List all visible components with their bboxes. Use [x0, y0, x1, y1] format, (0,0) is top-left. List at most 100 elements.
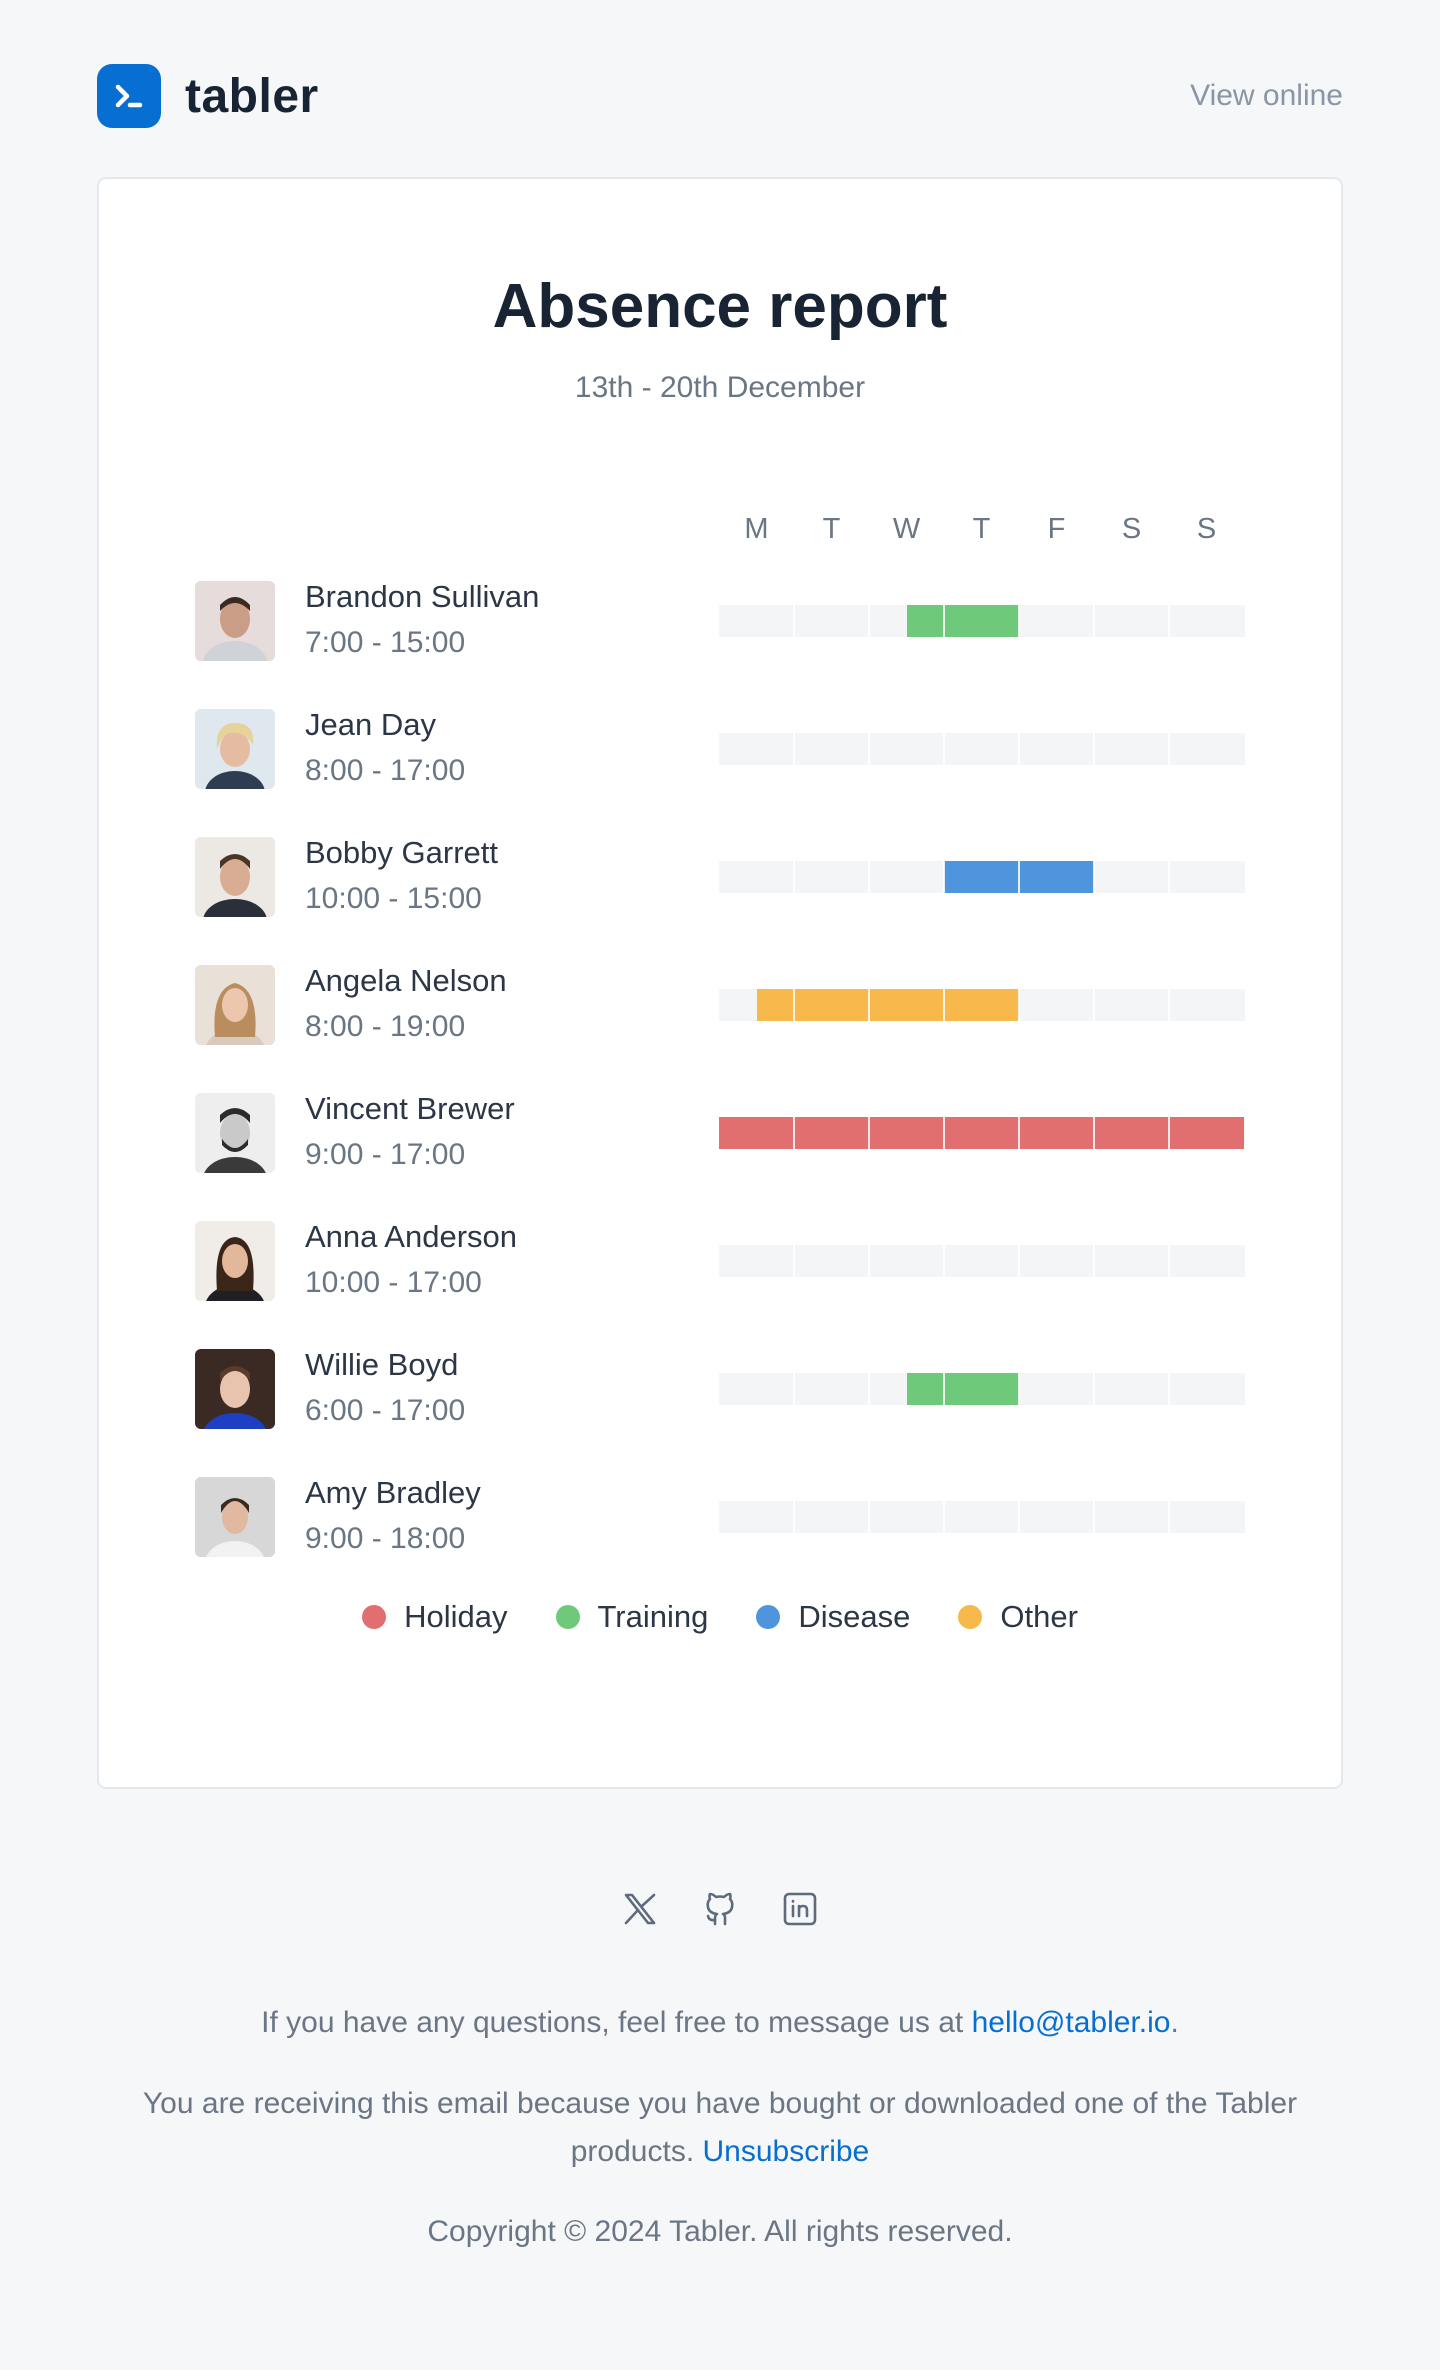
employee-row: Bobby Garrett 10:00 - 15:00: [195, 835, 1245, 963]
day-divider: [868, 989, 870, 1021]
copyright: Copyright © 2024 Tabler. All rights rese…: [427, 2215, 1013, 2248]
day-divider: [868, 1117, 870, 1149]
employee-row: Anna Anderson 10:00 - 17:00: [195, 1219, 1245, 1347]
receiving-notice: You are receiving this email because you…: [97, 2080, 1343, 2176]
github-icon[interactable]: [699, 1888, 741, 1930]
absence-bar: [719, 861, 1245, 893]
absence-bar: [719, 1245, 1245, 1277]
employee-hours: 7:00 - 15:00: [305, 626, 466, 659]
day-divider: [1093, 861, 1095, 893]
avatar: [195, 1349, 275, 1429]
absence-bar-track: [719, 1501, 1245, 1533]
receiving-text: You are receiving this email because you…: [142, 2087, 1298, 2168]
absence-segment-training: [907, 1373, 1019, 1405]
day-divider: [868, 1245, 870, 1277]
linkedin-icon[interactable]: [779, 1888, 821, 1930]
legend-dot: [362, 1605, 387, 1629]
employee-hours: 9:00 - 18:00: [305, 1522, 466, 1555]
day-divider: [1168, 1501, 1170, 1533]
avatar: [195, 709, 275, 789]
legend-dot: [555, 1605, 580, 1629]
day-divider: [1018, 605, 1020, 637]
employee-name: Willie Boyd: [305, 1347, 459, 1382]
employee-name: Amy Bradley: [305, 1475, 481, 1510]
day-divider: [868, 1373, 870, 1405]
report-date-range: 13th - 20th December: [574, 371, 866, 404]
avatar: [195, 1477, 275, 1557]
employee-name: Brandon Sullivan: [305, 579, 540, 614]
day-divider: [793, 733, 795, 765]
day-divider: [1168, 605, 1170, 637]
employee-row: Vincent Brewer 9:00 - 17:00: [195, 1091, 1245, 1219]
day-divider: [868, 733, 870, 765]
absence-report-card: Absence report 13th - 20th December M T …: [97, 177, 1343, 1789]
legend-item-disease: Disease: [756, 1599, 910, 1635]
absence-segment-other: [757, 989, 1019, 1021]
weekday-label: M: [744, 513, 769, 545]
report-title: Absence report: [492, 272, 948, 341]
avatar: [195, 837, 275, 917]
absence-segment-training: [907, 605, 1019, 637]
day-divider: [1168, 861, 1170, 893]
day-divider: [1018, 861, 1020, 893]
day-divider: [1168, 989, 1170, 1021]
legend-dot: [958, 1605, 983, 1629]
employee-name: Vincent Brewer: [305, 1091, 515, 1126]
tabler-logo-icon: [97, 64, 161, 128]
day-divider: [1093, 733, 1095, 765]
employee-row: Brandon Sullivan 7:00 - 15:00: [195, 579, 1245, 707]
unsubscribe-link[interactable]: Unsubscribe: [702, 2135, 870, 2168]
legend-dot: [756, 1605, 781, 1629]
day-divider: [1168, 1245, 1170, 1277]
weekday-label: F: [1047, 513, 1066, 545]
weekday-label: T: [972, 513, 991, 545]
view-online-link[interactable]: View online: [1190, 79, 1343, 112]
day-divider: [943, 733, 945, 765]
x-icon[interactable]: [619, 1888, 661, 1930]
day-divider: [943, 1373, 945, 1405]
day-divider: [1093, 989, 1095, 1021]
avatar: [195, 965, 275, 1045]
avatar: [195, 581, 275, 661]
day-divider: [943, 605, 945, 637]
weekday-header: M T W T F S S: [719, 513, 1245, 553]
day-divider: [793, 605, 795, 637]
legend-label: Other: [1000, 1599, 1078, 1634]
employee-hours: 6:00 - 17:00: [305, 1394, 466, 1427]
day-divider: [1093, 1373, 1095, 1405]
weekday-label: S: [1196, 513, 1217, 545]
day-divider: [1093, 1245, 1095, 1277]
day-divider: [793, 861, 795, 893]
employee-row: Jean Day 8:00 - 17:00: [195, 707, 1245, 835]
day-divider: [793, 1117, 795, 1149]
email-link[interactable]: hello@tabler.io: [971, 2006, 1171, 2039]
employee-name: Angela Nelson: [305, 963, 507, 998]
day-divider: [1018, 1245, 1020, 1277]
day-divider: [868, 605, 870, 637]
employee-hours: 8:00 - 19:00: [305, 1010, 466, 1043]
employee-row: Angela Nelson 8:00 - 19:00: [195, 963, 1245, 1091]
employee-hours: 8:00 - 17:00: [305, 754, 466, 787]
day-divider: [1093, 605, 1095, 637]
social-links: [0, 1888, 1440, 1930]
day-divider: [868, 861, 870, 893]
legend-item-training: Training: [555, 1599, 708, 1635]
email-header: tabler View online: [97, 64, 1343, 128]
day-divider: [1168, 1117, 1170, 1149]
legend-label: Holiday: [404, 1599, 508, 1634]
day-divider: [1168, 733, 1170, 765]
contact-line: If you have any questions, feel free to …: [97, 1999, 1343, 2047]
avatar: [195, 1221, 275, 1301]
day-divider: [1018, 1501, 1020, 1533]
absence-segment-holiday: [719, 1117, 1244, 1149]
day-divider: [943, 1245, 945, 1277]
absence-bar: [719, 1501, 1245, 1533]
absence-bar: [719, 1373, 1245, 1405]
day-divider: [1168, 1373, 1170, 1405]
day-divider: [943, 861, 945, 893]
employee-hours: 10:00 - 17:00: [305, 1266, 482, 1299]
absence-bar: [719, 1117, 1245, 1149]
day-divider: [943, 1117, 945, 1149]
absence-legend: Holiday Training Disease Other: [99, 1599, 1341, 1635]
brand-link[interactable]: tabler: [97, 64, 319, 128]
